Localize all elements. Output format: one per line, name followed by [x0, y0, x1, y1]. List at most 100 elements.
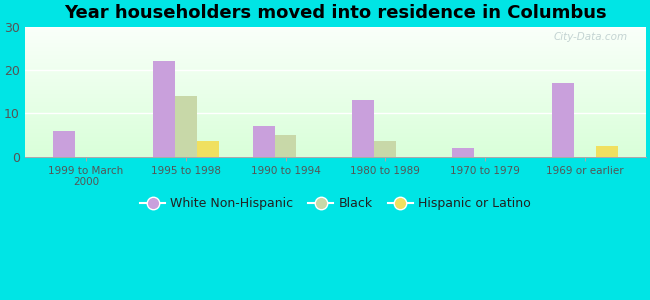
Bar: [25, 77, 646, 79]
Bar: [25, 138, 646, 140]
Bar: [153, 61, 175, 157]
Bar: [25, 88, 646, 89]
Bar: [25, 85, 646, 86]
Bar: [25, 153, 646, 154]
Bar: [25, 100, 646, 102]
Bar: [25, 65, 646, 67]
Bar: [25, 41, 646, 42]
Bar: [25, 67, 646, 68]
Bar: [25, 52, 646, 54]
Bar: [352, 100, 374, 157]
Bar: [25, 64, 646, 65]
Bar: [25, 119, 646, 120]
Bar: [452, 148, 474, 157]
Bar: [25, 95, 646, 97]
Bar: [25, 82, 646, 84]
Bar: [25, 142, 646, 144]
Bar: [25, 128, 646, 129]
Bar: [25, 61, 646, 63]
Bar: [53, 130, 75, 157]
Text: City-Data.com: City-Data.com: [553, 32, 627, 42]
Bar: [25, 112, 646, 114]
Bar: [552, 83, 574, 157]
Bar: [25, 144, 646, 145]
Bar: [25, 26, 646, 28]
Bar: [25, 152, 646, 153]
Bar: [25, 60, 646, 62]
Bar: [25, 55, 646, 56]
Bar: [25, 130, 646, 132]
Bar: [25, 118, 646, 119]
Bar: [25, 111, 646, 112]
Bar: [25, 140, 646, 141]
Bar: [25, 97, 646, 98]
Bar: [25, 141, 646, 142]
Bar: [25, 99, 646, 101]
Bar: [25, 81, 646, 82]
Bar: [25, 69, 646, 71]
Bar: [25, 103, 646, 105]
Bar: [25, 129, 646, 130]
Bar: [25, 42, 646, 44]
Bar: [25, 127, 646, 128]
Bar: [25, 102, 646, 103]
Bar: [25, 107, 646, 109]
Bar: [25, 154, 646, 155]
Bar: [25, 123, 646, 124]
Bar: [25, 106, 646, 107]
Bar: [25, 134, 646, 136]
Bar: [25, 47, 646, 49]
Bar: [253, 126, 274, 157]
Bar: [25, 84, 646, 85]
Bar: [25, 133, 646, 134]
Bar: [25, 40, 646, 41]
Bar: [25, 124, 646, 125]
Bar: [25, 72, 646, 73]
Bar: [25, 146, 646, 148]
Bar: [25, 136, 646, 137]
Legend: White Non-Hispanic, Black, Hispanic or Latino: White Non-Hispanic, Black, Hispanic or L…: [135, 192, 536, 215]
Bar: [25, 34, 646, 36]
Bar: [197, 141, 218, 157]
Bar: [25, 92, 646, 93]
Bar: [25, 149, 646, 150]
Bar: [25, 63, 646, 64]
Title: Year householders moved into residence in Columbus: Year householders moved into residence i…: [64, 4, 606, 22]
Bar: [25, 110, 646, 111]
Bar: [25, 54, 646, 55]
Bar: [25, 59, 646, 60]
Bar: [25, 90, 646, 92]
Bar: [25, 122, 646, 123]
Bar: [25, 114, 646, 115]
Bar: [374, 141, 396, 157]
Bar: [25, 98, 646, 99]
Bar: [25, 115, 646, 116]
Bar: [25, 120, 646, 122]
Bar: [25, 86, 646, 88]
Bar: [25, 71, 646, 72]
Bar: [25, 76, 646, 77]
Bar: [25, 75, 646, 76]
Bar: [25, 37, 646, 38]
Bar: [25, 38, 646, 40]
Bar: [25, 50, 646, 51]
Bar: [25, 148, 646, 149]
Bar: [25, 56, 646, 58]
Bar: [25, 125, 646, 127]
Bar: [25, 109, 646, 110]
Bar: [25, 49, 646, 50]
Bar: [274, 135, 296, 157]
Bar: [25, 58, 646, 59]
Bar: [25, 33, 646, 34]
Bar: [25, 132, 646, 133]
Bar: [25, 30, 646, 32]
Bar: [25, 137, 646, 138]
Bar: [595, 146, 617, 157]
Bar: [25, 45, 646, 46]
Bar: [25, 36, 646, 37]
Bar: [25, 155, 646, 157]
Bar: [25, 29, 646, 30]
Bar: [25, 93, 646, 94]
Bar: [25, 32, 646, 33]
Bar: [25, 89, 646, 90]
